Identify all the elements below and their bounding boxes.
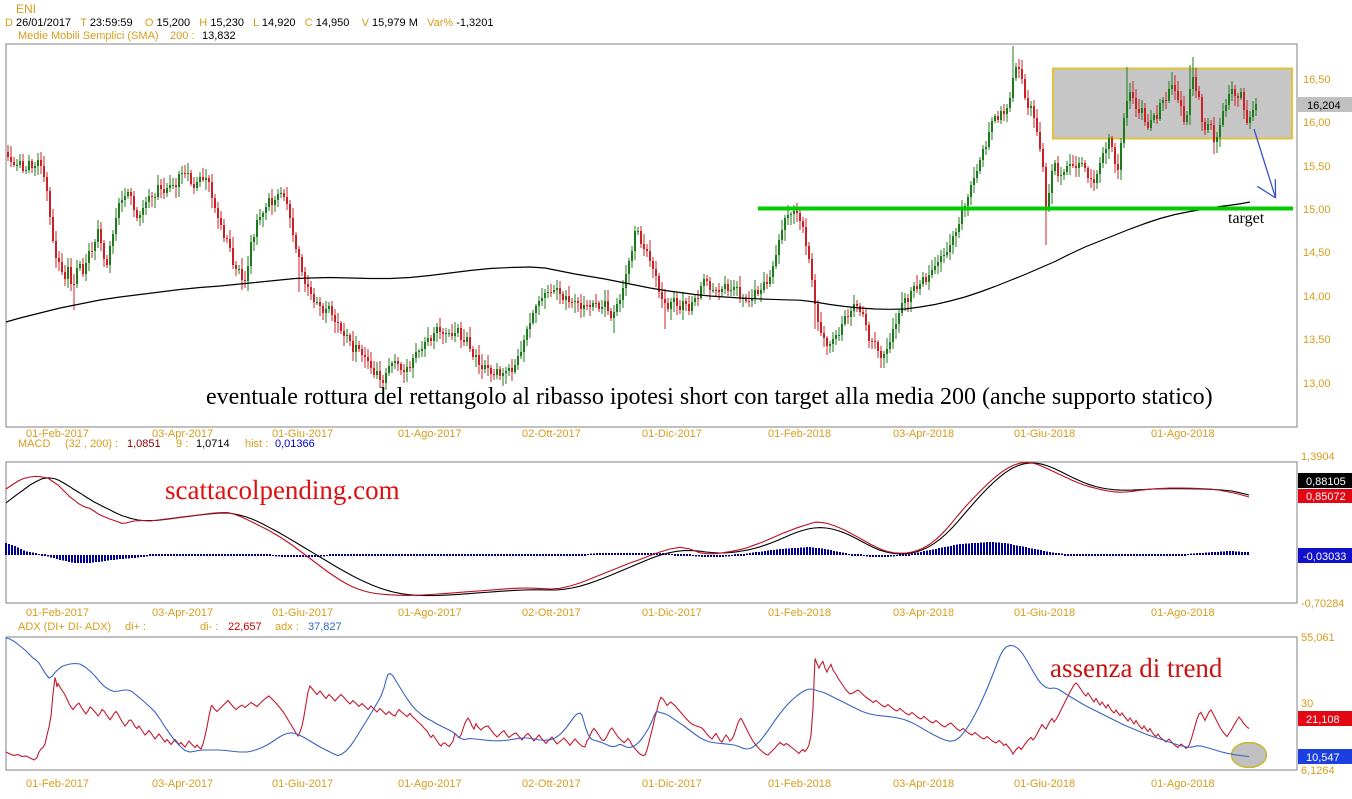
svg-text:ADX (DI+ DI- ADX)di+ :di- :22,: ADX (DI+ DI- ADX) di+ : di- :22,657 adx :37…: [18, 621, 342, 633]
svg-text:0,88105: 0,88105: [1306, 476, 1346, 488]
svg-text:01-Ago-2018: 01-Ago-2018: [1151, 778, 1215, 790]
svg-text:03-Apr-2018: 03-Apr-2018: [893, 778, 954, 790]
svg-text:13,00: 13,00: [1303, 378, 1331, 390]
svg-text:01-Giu-2018: 01-Giu-2018: [1014, 428, 1075, 440]
svg-text:03-Apr-2017: 03-Apr-2017: [152, 428, 213, 440]
svg-text:01-Giu-2017: 01-Giu-2017: [272, 607, 333, 619]
svg-text:01-Feb-2018: 01-Feb-2018: [768, 778, 831, 790]
svg-text:21,108: 21,108: [1306, 714, 1340, 726]
svg-text:1,3904: 1,3904: [1301, 451, 1335, 463]
svg-text:02-Ott-2017: 02-Ott-2017: [522, 607, 581, 619]
svg-text:01-Giu-2017: 01-Giu-2017: [272, 778, 333, 790]
svg-text:target: target: [1228, 210, 1265, 227]
svg-text:13,50: 13,50: [1303, 334, 1331, 346]
svg-text:15,00: 15,00: [1303, 204, 1331, 216]
svg-text:01-Giu-2018: 01-Giu-2018: [1014, 607, 1075, 619]
svg-text:16,50: 16,50: [1303, 74, 1331, 86]
svg-text:01-Feb-2018: 01-Feb-2018: [768, 428, 831, 440]
svg-text:Medie Mobili Semplici (SMA)200: Medie Mobili Semplici (SMA) 200 :13,832: [18, 30, 236, 42]
svg-text:01-Ago-2018: 01-Ago-2018: [1151, 607, 1215, 619]
svg-text:10,547: 10,547: [1306, 752, 1340, 764]
svg-text:55,061: 55,061: [1301, 632, 1335, 644]
svg-text:6,1264: 6,1264: [1301, 765, 1335, 777]
svg-text:eventuale rottura del rettango: eventuale rottura del rettangolo al riba…: [206, 384, 1213, 410]
svg-text:01-Ago-2017: 01-Ago-2017: [398, 778, 462, 790]
svg-text:01-Ago-2017: 01-Ago-2017: [398, 428, 462, 440]
svg-text:01-Dic-2017: 01-Dic-2017: [642, 428, 702, 440]
svg-text:01-Feb-2017: 01-Feb-2017: [26, 607, 89, 619]
svg-text:01-Dic-2017: 01-Dic-2017: [642, 607, 702, 619]
svg-text:16,00: 16,00: [1303, 117, 1331, 129]
svg-text:01-Giu-2018: 01-Giu-2018: [1014, 778, 1075, 790]
svg-text:01-Feb-2017: 01-Feb-2017: [26, 778, 89, 790]
svg-text:assenza di trend: assenza di trend: [1050, 653, 1223, 683]
svg-text:03-Apr-2017: 03-Apr-2017: [152, 607, 213, 619]
svg-text:-0,03033: -0,03033: [1303, 551, 1346, 563]
svg-text:14,00: 14,00: [1303, 291, 1331, 303]
svg-text:02-Ott-2017: 02-Ott-2017: [522, 778, 581, 790]
svg-text:scattacolpending.com: scattacolpending.com: [165, 475, 400, 505]
svg-text:ENI: ENI: [16, 2, 36, 16]
svg-text:03-Apr-2018: 03-Apr-2018: [893, 607, 954, 619]
svg-text:01-Giu-2017: 01-Giu-2017: [272, 428, 333, 440]
svg-text:15,50: 15,50: [1303, 161, 1331, 173]
svg-text:03-Apr-2017: 03-Apr-2017: [152, 778, 213, 790]
svg-text:01-Feb-2018: 01-Feb-2018: [768, 607, 831, 619]
svg-text:-0,70284: -0,70284: [1301, 598, 1344, 610]
svg-text:D 26/01/2017 T 23:59:59 O: D 26/01/2017 T 23:59:59 O 15,200 H 15,23…: [5, 17, 494, 29]
svg-text:16,204: 16,204: [1307, 100, 1341, 112]
svg-text:01-Dic-2017: 01-Dic-2017: [642, 778, 702, 790]
svg-text:01-Feb-2017: 01-Feb-2017: [26, 428, 89, 440]
svg-text:03-Apr-2018: 03-Apr-2018: [893, 428, 954, 440]
svg-text:02-Ott-2017: 02-Ott-2017: [522, 428, 581, 440]
svg-text:30: 30: [1301, 698, 1313, 710]
svg-text:14,50: 14,50: [1303, 247, 1331, 259]
svg-text:0,85072: 0,85072: [1306, 491, 1346, 503]
svg-text:01-Ago-2017: 01-Ago-2017: [398, 607, 462, 619]
svg-text:01-Ago-2018: 01-Ago-2018: [1151, 428, 1215, 440]
